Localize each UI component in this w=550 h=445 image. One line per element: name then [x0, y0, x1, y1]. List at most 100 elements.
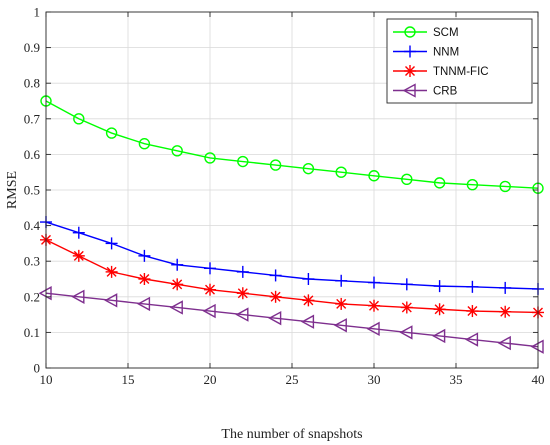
data-point-tnnm-fic-d2 — [401, 302, 412, 313]
axes: 10 15 20 25 30 35 40 0 0.1 0.2 0.3 0.4 0.5 0.6 0.7 0.8 0… — [24, 5, 545, 388]
data-point-crb — [530, 339, 544, 354]
data-point-tnnm-fic — [499, 305, 512, 318]
data-point-nnm — [138, 249, 151, 262]
x-tick-label: 30 — [368, 372, 381, 387]
data-point-nnm — [368, 276, 380, 289]
y-tick-label: 0.1 — [24, 325, 40, 340]
legend-marker-nnm — [404, 45, 416, 58]
data-point-crb — [497, 335, 511, 351]
data-point-tnnm-fic-d2 — [106, 266, 117, 277]
legend-marker-crb — [402, 83, 416, 98]
data-point-tnnm-fic-d2 — [237, 288, 248, 299]
data-point-crb — [268, 310, 282, 326]
data-point-crb — [202, 303, 216, 319]
data-point-tnnm-fic — [72, 249, 85, 262]
data-point-crb — [38, 286, 52, 301]
x-tick-label: 25 — [286, 372, 299, 387]
data-point-scm — [269, 159, 282, 171]
data-point-nnm — [433, 280, 446, 293]
legend-item-tnnm-fic: TNNM-FIC — [393, 65, 489, 78]
data-point-tnnm-fic — [302, 294, 315, 307]
data-point-scm — [105, 127, 118, 139]
y-tick-label: 0.7 — [24, 111, 41, 126]
data-point-crb — [300, 314, 315, 329]
data-point-crb — [366, 321, 380, 337]
x-tick-label: 40 — [532, 372, 545, 387]
data-point-crb — [432, 328, 446, 344]
series-line-scm — [45, 100, 539, 189]
y-tick-label: 0.6 — [24, 147, 41, 162]
y-tick-label: 0.2 — [24, 289, 40, 304]
y-tick-label: 0.3 — [24, 254, 40, 269]
data-point-nnm — [72, 226, 85, 239]
data-point-crb — [104, 293, 118, 308]
legend-item-nnm: NNM — [393, 45, 459, 59]
legend-marker-tnnm-fic — [404, 65, 416, 77]
data-point-tnnm-fic — [138, 273, 151, 285]
data-point-scm — [302, 162, 315, 175]
data-point-crb — [235, 307, 249, 322]
data-point-nnm — [335, 274, 348, 287]
y-axis-label: RMSE — [5, 171, 20, 209]
data-point-crb — [333, 318, 347, 333]
legend-label-nnm: NNM — [433, 47, 459, 59]
data-point-nnm — [269, 269, 282, 282]
x-tick-label: 10 — [40, 372, 53, 387]
legend-label-scm: SCM — [433, 27, 459, 39]
data-point-tnnm-fic-d2 — [467, 306, 478, 317]
y-tick-label: 1 — [34, 5, 41, 20]
data-point-tnnm-fic-d2 — [500, 306, 511, 317]
data-point-scm — [368, 170, 380, 182]
series-line-tnnm-fic — [45, 239, 539, 314]
data-point-nnm — [466, 280, 479, 293]
y-tick-label: 0.4 — [24, 218, 41, 233]
data-point-tnnm-fic — [204, 283, 216, 296]
legend-label-tnnm-fic: TNNM-FIC — [433, 66, 489, 78]
data-point-crb — [399, 325, 413, 340]
data-point-scm — [499, 180, 511, 193]
data-point-crb — [169, 300, 183, 315]
data-point-crb — [71, 289, 85, 304]
data-point-scm — [204, 152, 216, 164]
data-point-tnnm-fic-d2 — [303, 295, 314, 306]
data-point-tnnm-fic — [335, 297, 348, 310]
y-tick-label: 0.5 — [24, 183, 40, 198]
data-point-tnnm-fic — [466, 305, 479, 318]
data-point-scm — [335, 166, 347, 178]
y-tick-label: 0 — [34, 361, 41, 376]
data-point-tnnm-fic — [236, 287, 249, 300]
data-point-tnnm-fic-d2 — [369, 300, 379, 311]
data-point-crb — [136, 296, 151, 312]
data-point-nnm — [236, 265, 249, 278]
legend-item-scm: SCM — [393, 26, 459, 39]
data-point-scm — [466, 178, 479, 191]
x-tick-label: 15 — [122, 372, 135, 387]
x-tick-label: 20 — [204, 372, 217, 387]
data-point-tnnm-fic-d2 — [270, 291, 281, 302]
data-point-nnm — [171, 258, 184, 271]
data-point-scm — [171, 145, 183, 157]
legend-label-crb: CRB — [433, 86, 458, 98]
data-point-tnnm-fic-d2 — [336, 298, 347, 309]
series-line-nnm — [45, 221, 539, 290]
data-point-tnnm-fic-d2 — [73, 250, 84, 261]
data-point-tnnm-fic — [171, 278, 184, 291]
data-point-tnnm-fic-d2 — [172, 279, 183, 290]
legend-box — [386, 18, 533, 104]
series-line-crb — [45, 292, 539, 348]
data-point-nnm — [499, 281, 512, 294]
legend-marker-tnnm-fic-d2 — [405, 66, 415, 76]
legend-marker-scm — [404, 26, 416, 38]
data-point-tnnm-fic-d2 — [205, 284, 215, 295]
data-point-tnnm-fic — [105, 265, 118, 278]
data-point-crb — [464, 332, 479, 347]
data-point-nnm — [400, 278, 413, 291]
data-point-tnnm-fic-d2 — [139, 274, 150, 284]
data-point-scm — [73, 113, 85, 125]
y-tick-label: 0.8 — [24, 76, 40, 91]
data-point-tnnm-fic — [368, 299, 380, 312]
y-tick-label: 0.9 — [24, 40, 40, 55]
data-point-nnm — [204, 262, 216, 275]
data-point-nnm — [105, 237, 118, 250]
